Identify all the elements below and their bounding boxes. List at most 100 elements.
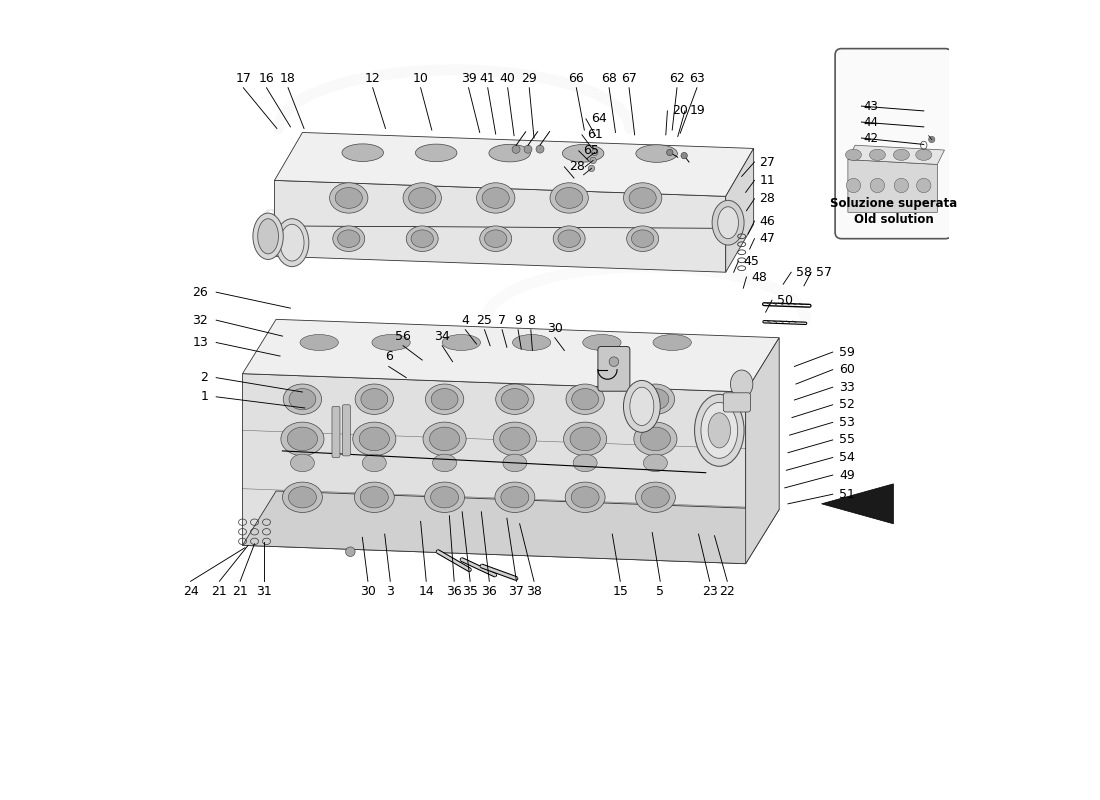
- Ellipse shape: [916, 150, 932, 161]
- Text: 30: 30: [547, 322, 563, 334]
- Text: 34: 34: [434, 330, 450, 342]
- Polygon shape: [746, 338, 779, 564]
- Ellipse shape: [333, 226, 365, 251]
- Text: 38: 38: [526, 586, 542, 598]
- Text: 29: 29: [521, 71, 537, 85]
- Ellipse shape: [361, 389, 387, 410]
- Text: 32: 32: [192, 314, 208, 326]
- Ellipse shape: [495, 482, 535, 513]
- Text: 22: 22: [719, 586, 735, 598]
- Circle shape: [536, 145, 544, 153]
- Ellipse shape: [488, 144, 530, 162]
- Ellipse shape: [342, 144, 384, 162]
- Text: 11: 11: [759, 174, 775, 187]
- Ellipse shape: [640, 427, 671, 450]
- Circle shape: [609, 357, 618, 366]
- FancyBboxPatch shape: [835, 49, 952, 238]
- Text: 8: 8: [527, 314, 535, 326]
- Circle shape: [345, 547, 355, 557]
- Ellipse shape: [500, 486, 529, 508]
- Text: 3: 3: [386, 586, 394, 598]
- Ellipse shape: [330, 182, 367, 213]
- Ellipse shape: [846, 178, 860, 193]
- Text: 68: 68: [602, 71, 617, 85]
- Circle shape: [667, 150, 673, 156]
- Ellipse shape: [629, 187, 657, 208]
- Ellipse shape: [701, 402, 738, 458]
- Ellipse shape: [300, 334, 339, 350]
- Text: 21: 21: [211, 586, 228, 598]
- Text: 30: 30: [360, 586, 376, 598]
- Ellipse shape: [563, 422, 607, 456]
- FancyBboxPatch shape: [598, 346, 630, 391]
- Ellipse shape: [408, 187, 436, 208]
- FancyBboxPatch shape: [332, 406, 340, 458]
- Ellipse shape: [583, 334, 621, 350]
- Text: 62: 62: [669, 71, 685, 85]
- Text: 2: 2: [200, 371, 208, 384]
- Polygon shape: [275, 133, 754, 196]
- Ellipse shape: [571, 486, 600, 508]
- Ellipse shape: [426, 384, 464, 414]
- Ellipse shape: [503, 454, 527, 472]
- Ellipse shape: [627, 226, 659, 251]
- Text: 45: 45: [744, 254, 759, 267]
- Text: eurospares: eurospares: [261, 203, 432, 230]
- Ellipse shape: [430, 486, 459, 508]
- Ellipse shape: [476, 182, 515, 213]
- Text: 7: 7: [498, 314, 506, 326]
- Circle shape: [588, 166, 595, 171]
- Ellipse shape: [631, 230, 653, 247]
- Text: Soluzione superata
Old solution: Soluzione superata Old solution: [829, 197, 957, 226]
- Ellipse shape: [869, 150, 886, 161]
- Ellipse shape: [894, 178, 909, 193]
- Text: eurospares: eurospares: [528, 430, 700, 458]
- Text: 25: 25: [476, 314, 493, 326]
- Text: 20: 20: [672, 105, 689, 118]
- Text: 14: 14: [418, 586, 434, 598]
- Ellipse shape: [403, 182, 441, 213]
- Ellipse shape: [362, 454, 386, 472]
- Ellipse shape: [653, 334, 692, 350]
- Text: 44: 44: [864, 115, 878, 129]
- Ellipse shape: [502, 389, 528, 410]
- Ellipse shape: [636, 482, 675, 513]
- Text: 66: 66: [569, 71, 584, 85]
- Ellipse shape: [870, 178, 884, 193]
- Ellipse shape: [558, 230, 581, 247]
- Circle shape: [513, 146, 520, 154]
- Ellipse shape: [360, 427, 389, 450]
- Ellipse shape: [429, 427, 460, 450]
- Circle shape: [928, 136, 935, 142]
- Ellipse shape: [708, 413, 730, 448]
- Text: 23: 23: [702, 586, 717, 598]
- Ellipse shape: [730, 370, 752, 398]
- Polygon shape: [242, 374, 746, 564]
- Text: 27: 27: [759, 155, 775, 169]
- FancyBboxPatch shape: [342, 405, 350, 456]
- Text: 59: 59: [839, 346, 855, 358]
- Text: 10: 10: [412, 71, 429, 85]
- Polygon shape: [848, 160, 937, 212]
- Ellipse shape: [573, 454, 597, 472]
- Ellipse shape: [624, 381, 660, 432]
- Ellipse shape: [484, 230, 507, 247]
- Ellipse shape: [493, 422, 537, 456]
- Ellipse shape: [354, 482, 394, 513]
- Ellipse shape: [556, 187, 583, 208]
- Ellipse shape: [336, 187, 362, 208]
- Text: 4: 4: [461, 314, 470, 326]
- Ellipse shape: [550, 182, 588, 213]
- Ellipse shape: [257, 218, 278, 254]
- Text: 28: 28: [569, 160, 585, 174]
- Ellipse shape: [288, 486, 317, 508]
- Ellipse shape: [289, 389, 316, 410]
- Text: 33: 33: [839, 381, 855, 394]
- Text: 61: 61: [586, 128, 603, 142]
- Text: 46: 46: [759, 214, 775, 228]
- Ellipse shape: [499, 427, 530, 450]
- Ellipse shape: [893, 150, 910, 161]
- Text: 47: 47: [759, 232, 775, 245]
- Text: 40: 40: [499, 71, 516, 85]
- Ellipse shape: [480, 226, 512, 251]
